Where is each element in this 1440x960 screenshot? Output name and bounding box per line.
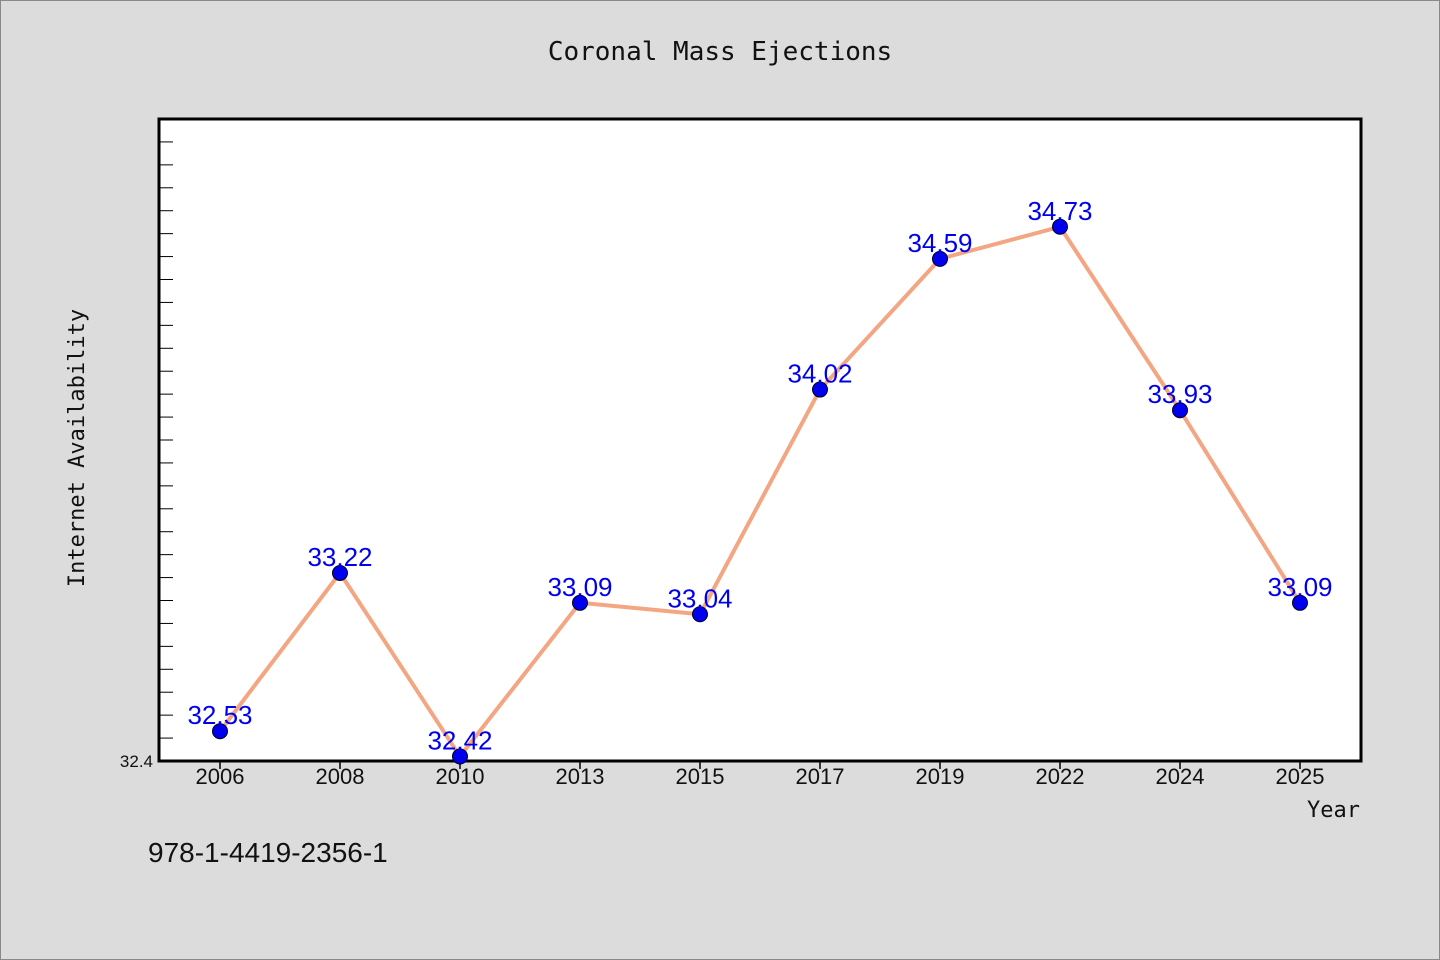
x-tick-label: 2010 (436, 764, 485, 789)
x-tick-label: 2015 (676, 764, 725, 789)
x-tick-label: 2013 (556, 764, 605, 789)
series-line (218, 224, 1302, 759)
data-labels-layer: 32.53 33.22 32.42 33.09 33.04 34.02 34.59 34.73… (187, 196, 1332, 756)
data-point (452, 748, 468, 765)
x-tick-label: 2019 (916, 764, 965, 789)
data-label: 33.09 (1267, 572, 1332, 602)
data-label: 32.53 (187, 700, 252, 730)
x-tick-label: 2025 (1276, 764, 1325, 789)
isbn-footnote: 978-1-4419-2356-1 (148, 837, 388, 868)
plot-area (157, 117, 1363, 763)
chart-title: Coronal Mass Ejections (548, 37, 892, 67)
x-tick-label: 2006 (196, 764, 245, 789)
data-label: 34.02 (787, 359, 852, 389)
data-point (1292, 594, 1308, 611)
data-point (332, 564, 348, 581)
data-label: 33.22 (307, 542, 372, 572)
y-axis-ticks: 32.4 (120, 118, 173, 771)
data-point (212, 723, 228, 740)
data-point (812, 381, 828, 398)
series-layer (212, 218, 1308, 765)
x-axis-label: Year (1307, 798, 1360, 823)
y-tick-label: 32.4 (120, 752, 153, 771)
data-label: 32.42 (427, 725, 492, 755)
x-tick-label: 2024 (1156, 764, 1205, 789)
data-point (1172, 402, 1188, 419)
x-tick-label: 2008 (316, 764, 365, 789)
data-label: 34.73 (1027, 196, 1092, 226)
data-point (932, 250, 948, 267)
y-axis-label: Internet Availability (65, 309, 90, 587)
x-tick-label: 2017 (796, 764, 845, 789)
data-point (572, 594, 588, 611)
x-tick-label: 2022 (1036, 764, 1085, 789)
data-label: 33.93 (1147, 379, 1212, 409)
data-label: 33.04 (667, 583, 732, 613)
data-label: 34.59 (907, 228, 972, 258)
data-label: 33.09 (547, 572, 612, 602)
data-point (1052, 218, 1068, 235)
data-point (692, 606, 708, 623)
x-axis-ticks: 2006 2008 2010 2013 2015 2017 2019 2022 2024 2025 (196, 761, 1325, 789)
